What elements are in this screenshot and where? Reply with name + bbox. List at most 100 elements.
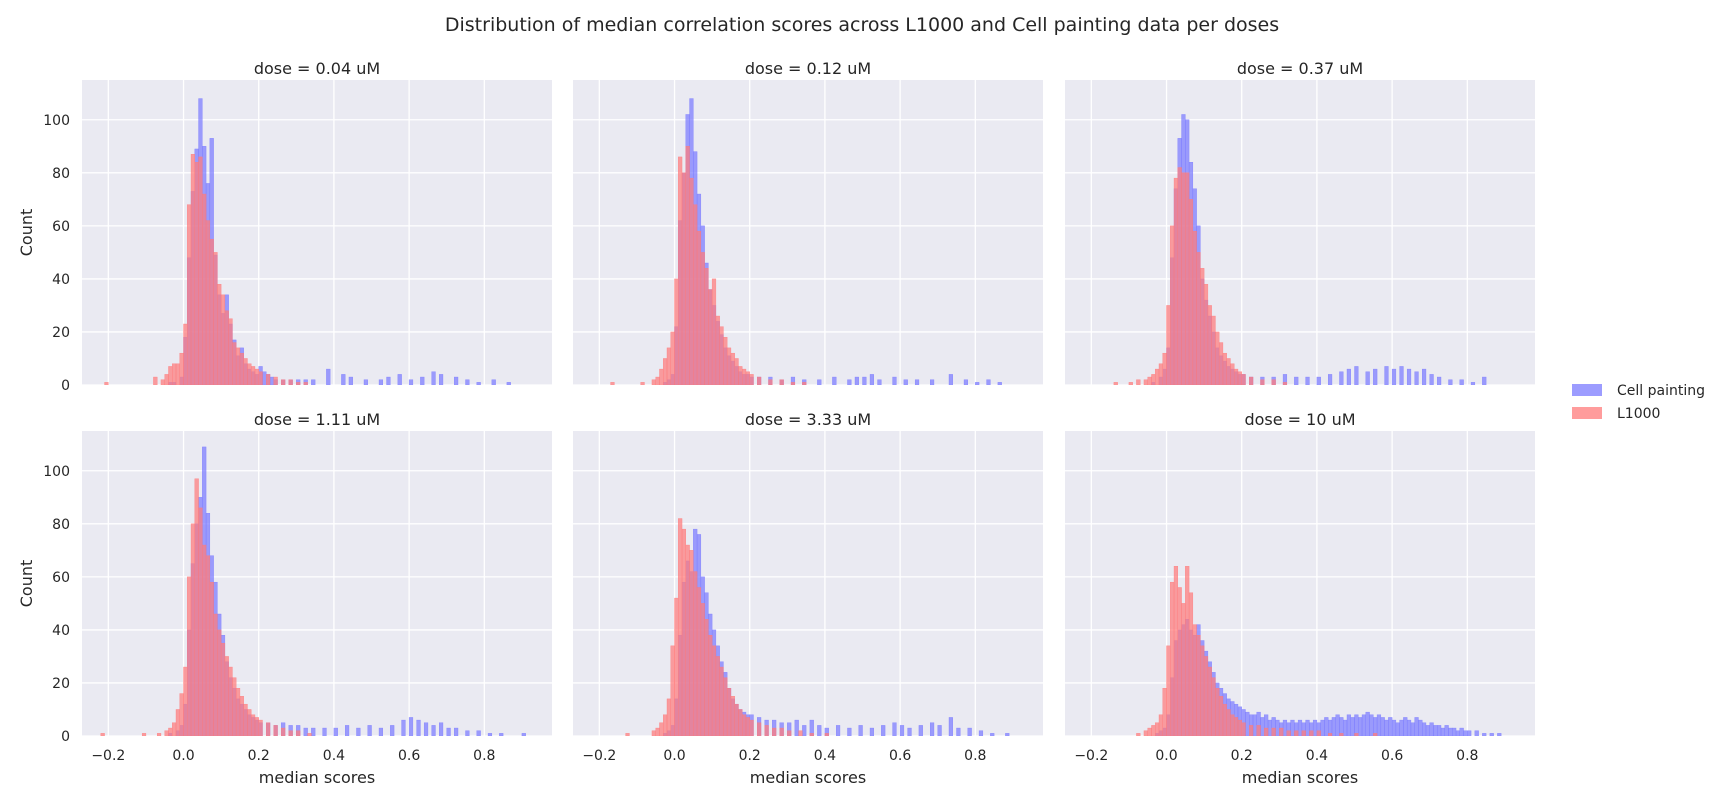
histogram-bar: [254, 368, 259, 385]
histogram-bar: [296, 730, 301, 736]
histogram-bar: [168, 366, 173, 385]
histogram-bar: [190, 154, 195, 385]
histogram-bar: [877, 379, 882, 385]
y-tick-label: 60: [52, 219, 70, 235]
histogram-bar: [232, 342, 237, 385]
histogram-bar: [858, 725, 863, 736]
histogram-bar: [224, 656, 229, 736]
histogram-bar: [696, 587, 702, 736]
histogram-bar: [258, 371, 263, 385]
histogram-bar: [288, 730, 293, 736]
histogram-bar: [610, 382, 615, 385]
histogram-bar: [847, 727, 852, 736]
histogram-bar: [700, 252, 705, 385]
histogram-bar: [1264, 727, 1269, 736]
histogram-bar: [975, 382, 980, 385]
histogram-bar: [1241, 722, 1246, 736]
histogram-bar: [723, 677, 728, 736]
histogram-bar: [217, 284, 222, 385]
histogram-bar: [1309, 730, 1314, 736]
histogram-bar: [1358, 717, 1363, 736]
y-tick-label: 0: [61, 378, 70, 394]
histogram-bar: [1440, 727, 1445, 736]
panel-title: dose = 0.04 uM: [254, 59, 380, 78]
histogram-bar: [742, 368, 747, 385]
histogram-bar: [967, 727, 972, 736]
histogram-bar: [250, 714, 256, 736]
histogram-bar: [1196, 635, 1201, 736]
histogram-bar: [487, 733, 493, 736]
histogram-bar: [1448, 379, 1453, 385]
histogram-bar: [202, 544, 207, 736]
histogram-bar: [367, 725, 372, 736]
histogram-bar: [250, 366, 256, 385]
panel-title: dose = 0.37 uM: [1237, 59, 1363, 78]
histogram-bar: [997, 382, 1002, 385]
histogram-bar: [1346, 714, 1351, 736]
histogram-bar: [764, 725, 769, 736]
histogram-bar: [663, 714, 668, 736]
histogram-bar: [693, 204, 698, 385]
histogram-bar: [779, 727, 784, 736]
histogram-bar: [1222, 352, 1227, 385]
histogram-bar: [175, 709, 180, 736]
histogram-bar: [862, 376, 867, 385]
x-tick-label: 0.8: [964, 748, 986, 764]
panel-3: dose = 0.37 uM: [1065, 59, 1535, 386]
histogram-bar: [190, 523, 195, 736]
histogram-bar: [659, 722, 664, 736]
histogram-bar: [1339, 371, 1344, 385]
histogram-bar: [1429, 722, 1434, 736]
histogram-bar: [198, 156, 203, 385]
histogram-bar: [247, 363, 252, 385]
histogram-bar: [326, 368, 331, 385]
histogram-bar: [100, 733, 105, 736]
histogram-bar: [220, 642, 226, 736]
histogram-bar: [378, 379, 384, 385]
panel-6: dose = 10 uM −0.2 0.0 0.2 0.4 0.6 0.8 median sc…: [1065, 410, 1535, 787]
histogram-bar: [666, 347, 671, 385]
x-tick-label: 0.2: [1231, 748, 1253, 764]
histogram-bar: [678, 156, 683, 385]
y-tick-label: 20: [52, 325, 70, 341]
histogram-bar: [1395, 722, 1400, 736]
histogram-bar: [446, 727, 451, 736]
histogram-bar: [899, 725, 905, 736]
panel-title: dose = 0.12 uM: [745, 59, 871, 78]
histogram-bar: [1192, 624, 1197, 736]
histogram-bar: [817, 725, 822, 736]
histogram-bar: [674, 278, 679, 385]
histogram-bar: [1151, 725, 1156, 736]
histogram-bar: [235, 347, 241, 385]
histogram-bar: [1173, 566, 1179, 736]
histogram-bar: [160, 379, 165, 385]
histogram-bar: [1203, 656, 1209, 736]
histogram-bar: [790, 382, 796, 385]
y-tick-label: 80: [52, 166, 70, 182]
histogram-bar: [802, 725, 807, 736]
histogram-bar: [153, 376, 158, 385]
histogram-bar: [341, 374, 346, 385]
histogram-bar: [978, 730, 984, 736]
histogram-bar: [726, 347, 732, 385]
histogram-bar: [930, 722, 935, 736]
histogram-bar: [1489, 733, 1494, 736]
histogram-bar: [963, 379, 968, 385]
series-l1000: [1113, 167, 1288, 385]
series-l1000: [1136, 566, 1378, 736]
histogram-bar: [730, 352, 735, 385]
histogram-bar: [854, 376, 859, 385]
histogram-bar: [141, 733, 147, 736]
histogram-bar: [288, 379, 293, 385]
histogram-bar: [700, 603, 705, 736]
histogram-bar: [802, 382, 807, 385]
histogram-bar: [640, 382, 645, 385]
histogram-bar: [266, 374, 271, 385]
histogram-bar: [187, 204, 192, 385]
histogram-bar: [175, 363, 180, 385]
histogram-bar: [213, 252, 218, 385]
histogram-bar: [1260, 717, 1265, 736]
bars: [104, 98, 511, 385]
histogram-bar: [948, 717, 953, 736]
histogram-bar: [1188, 199, 1194, 385]
